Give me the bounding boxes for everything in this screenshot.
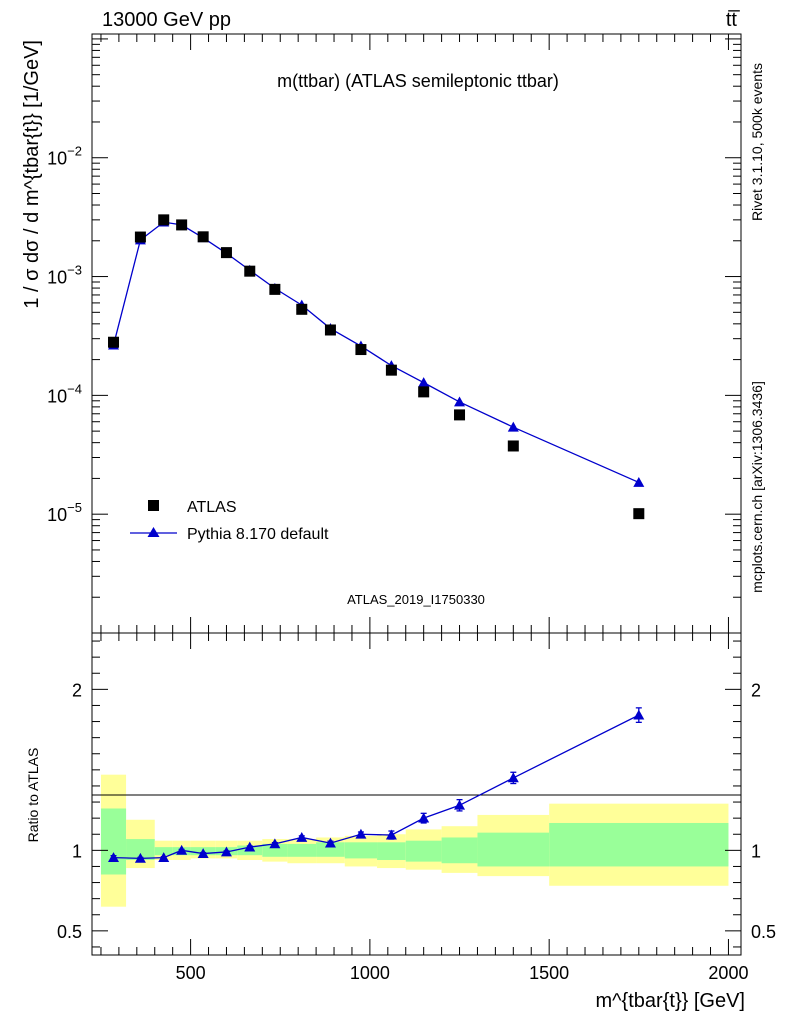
ratio-point — [197, 848, 209, 858]
ratio-tick-label: 0.5 — [57, 922, 82, 942]
mc-point — [507, 421, 519, 432]
ratio-tick-label: 2 — [72, 680, 82, 700]
ratio-band-inner — [316, 842, 345, 857]
mc-line — [112, 221, 640, 484]
process-label: tt̅ — [726, 9, 740, 31]
data-point — [108, 336, 120, 348]
ratio-band-inner — [154, 847, 173, 856]
ratio-band-inner — [262, 843, 288, 857]
ratio-band-inner — [126, 839, 155, 861]
ratio-y-axis-label: Ratio to ATLAS — [25, 748, 41, 843]
ratio-point — [134, 852, 146, 863]
ratio-tick-label-right: 1 — [751, 841, 761, 861]
data-point — [176, 219, 188, 231]
data-point — [296, 303, 308, 315]
x-tick-label: 1500 — [529, 963, 569, 983]
legend-label-pythia: Pythia 8.170 default — [187, 526, 329, 543]
main-plot-frame — [91, 33, 742, 634]
legend-marker-atlas — [148, 500, 159, 511]
ratio-line — [113, 714, 640, 860]
data-point — [220, 247, 232, 259]
ratio-band-inner — [344, 842, 378, 859]
data-point — [158, 214, 170, 226]
data-point — [507, 440, 519, 452]
ratio-point — [176, 844, 188, 855]
y-tick-label: 10−2 — [47, 144, 82, 169]
energy-label: 13000 GeV pp — [102, 9, 231, 31]
ratio-band-inner — [287, 843, 317, 857]
ratio-plot-frame — [91, 632, 742, 956]
data-point — [324, 324, 336, 336]
data-point — [633, 508, 645, 520]
ratio-axis-ticks: 0.5 0.5 1 1 2 2 500 1000 1500 2000 — [57, 633, 776, 983]
ratio-point — [324, 837, 336, 848]
mc-point — [633, 476, 645, 487]
mc-point — [418, 377, 430, 388]
ratio-point — [108, 852, 120, 862]
ratio-tick-label: 1 — [72, 841, 82, 861]
data-point — [134, 231, 146, 243]
legend: ATLAS Pythia 8.170 default — [130, 499, 329, 543]
ratio-point — [507, 772, 519, 783]
y-tick-label: 10−4 — [47, 381, 82, 406]
ratio-point — [385, 829, 397, 840]
legend-label-atlas: ATLAS — [187, 499, 237, 516]
rivet-label: Rivet 3.1.10, 500k events — [749, 63, 765, 221]
ratio-point — [158, 852, 170, 862]
ratio-point — [296, 831, 308, 842]
ratio-point — [454, 799, 466, 810]
ratio-band-inner — [477, 832, 550, 867]
ratio-uncertainty-bands — [100, 774, 729, 907]
ratio-band-inner — [549, 822, 729, 867]
y-tick-label: 10−5 — [47, 500, 82, 525]
legend-marker-pythia — [147, 527, 160, 537]
ratio-point — [220, 846, 232, 857]
ratio-point — [418, 812, 430, 823]
ratio-band-inner — [100, 808, 127, 875]
data-series — [108, 214, 645, 520]
analysis-label: ATLAS_2019_I1750330 — [347, 592, 485, 607]
ratio-point — [269, 838, 281, 849]
ratio-band-inner — [441, 837, 478, 864]
data-point — [454, 409, 466, 421]
y-axis-label: 1 / σ dσ / d m^{tbar{t}} [1/GeV] — [21, 40, 43, 309]
ratio-tick-label-right: 2 — [751, 680, 761, 700]
data-point — [355, 344, 367, 356]
ratio-band-inner — [405, 840, 442, 862]
data-point — [418, 386, 430, 398]
data-point — [244, 265, 256, 277]
mc-point — [454, 396, 466, 407]
ratio-point — [633, 709, 645, 720]
ratio-mc-series — [108, 707, 645, 863]
ratio-panel: 0.5 0.5 1 1 2 2 500 1000 1500 2000 — [57, 632, 776, 983]
data-point — [385, 364, 397, 376]
ratio-band-inner — [377, 842, 406, 861]
data-point — [269, 283, 281, 295]
plot-title: m(ttbar) (ATLAS semileptonic ttbar) — [277, 71, 559, 91]
ratio-point — [355, 828, 367, 839]
x-tick-label: 2000 — [708, 963, 748, 983]
x-axis-label: m^{tbar{t}} [GeV] — [596, 990, 745, 1012]
data-point — [197, 231, 209, 243]
x-tick-label: 500 — [176, 963, 206, 983]
ratio-point — [244, 841, 256, 852]
x-tick-label: 1000 — [350, 963, 390, 983]
main-panel: 10−5 10−4 10−3 10−2 — [47, 33, 742, 634]
y-tick-label: 10−3 — [47, 263, 82, 288]
ratio-tick-label-right: 0.5 — [751, 922, 776, 942]
source-label: mcplots.cern.ch [arXiv:1306.3436] — [749, 381, 765, 593]
